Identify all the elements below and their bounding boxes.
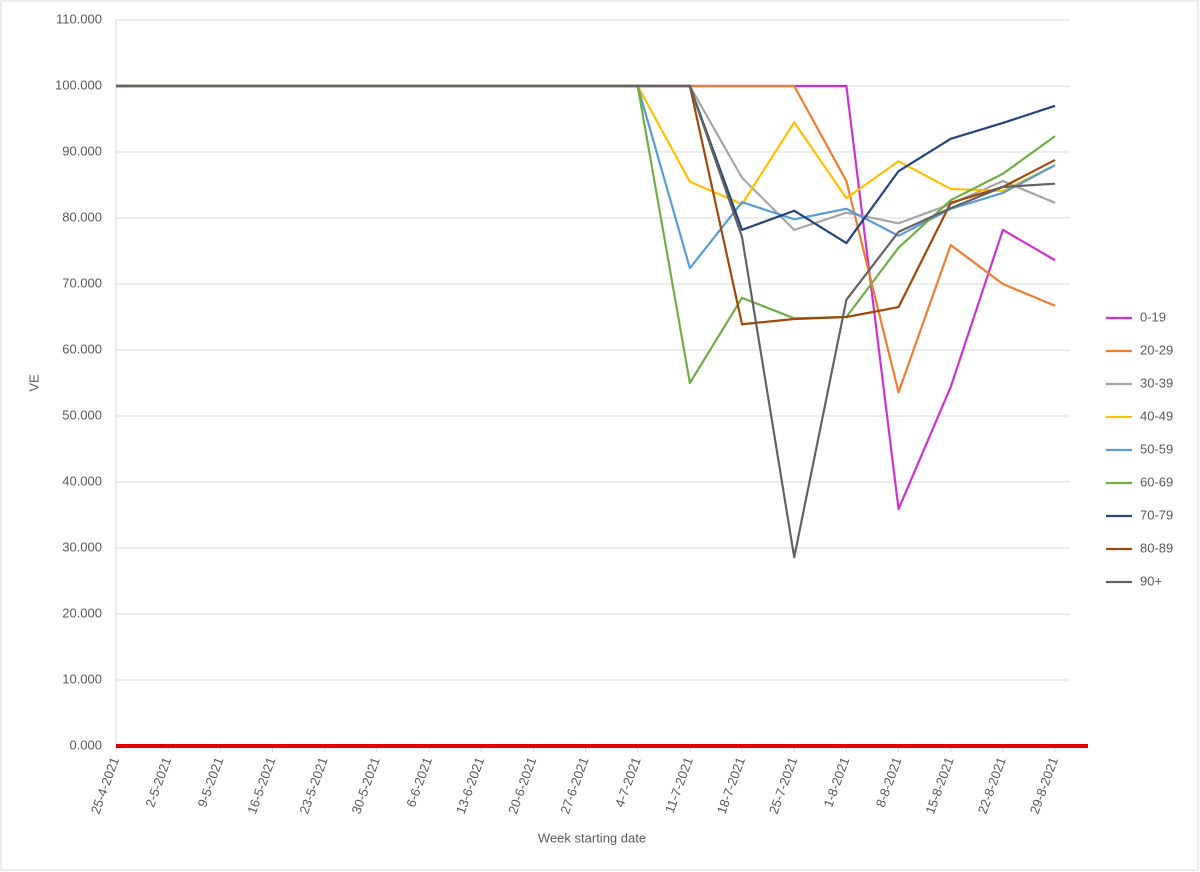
legend-label: 50-59 <box>1140 441 1173 456</box>
y-tick-label: 100.000 <box>55 77 102 92</box>
y-tick-label: 50.000 <box>62 407 102 422</box>
y-tick-label: 30.000 <box>62 539 102 554</box>
y-tick-label: 90.000 <box>62 143 102 158</box>
y-tick-label: 10.000 <box>62 671 102 686</box>
y-tick-label: 110.000 <box>56 11 102 26</box>
legend-label: 90+ <box>1140 573 1162 588</box>
legend-label: 70-79 <box>1140 507 1173 522</box>
y-tick-label: 80.000 <box>62 209 102 224</box>
y-tick-label: 20.000 <box>62 605 102 620</box>
series-line <box>116 84 1056 559</box>
x-axis-title: Week starting date <box>538 830 646 845</box>
legend-label: 30-39 <box>1140 375 1173 390</box>
legend-label: 80-89 <box>1140 540 1173 555</box>
y-axis-title: VE <box>26 374 41 392</box>
legend-label: 40-49 <box>1140 408 1173 423</box>
y-tick-label: 60.000 <box>62 341 102 356</box>
legend-label: 0-19 <box>1140 309 1166 324</box>
legend-label: 60-69 <box>1140 474 1173 489</box>
legend-label: 20-29 <box>1140 342 1173 357</box>
y-tick-label: 70.000 <box>62 275 102 290</box>
y-tick-label: 40.000 <box>62 473 102 488</box>
y-tick-label: 0.000 <box>69 737 102 752</box>
